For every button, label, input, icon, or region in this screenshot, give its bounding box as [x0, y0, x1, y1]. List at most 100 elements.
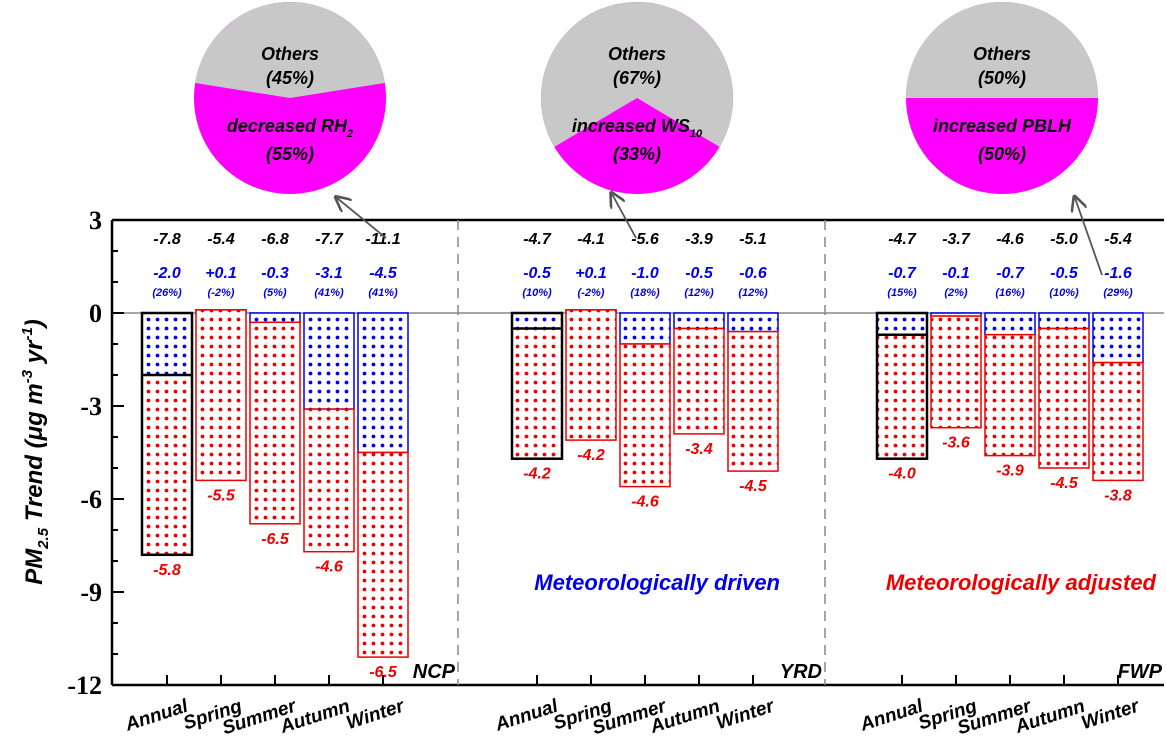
met-adjusted-bar-YRD-Annual	[511, 327, 563, 460]
met-adjusted-label: -3.8	[1104, 487, 1132, 504]
met-adjusted-bar-NCP-Winter	[357, 451, 409, 658]
pie-pct-others: (45%)	[266, 68, 314, 88]
met-driven-pct-label: (2%)	[944, 287, 968, 299]
total-label: -5.1	[739, 231, 767, 248]
met-driven-label: -0.5	[523, 265, 552, 282]
met-driven-bar-YRD-Autumn	[673, 312, 725, 330]
met-adjusted-bar-NCP-Summer	[249, 321, 301, 525]
pie-pointer-arrow	[337, 198, 387, 239]
met-driven-pct-label: (10%)	[1049, 287, 1079, 299]
pie-YRD: Others(67%)increased WS10(33%)	[541, 1, 733, 239]
annual-total-outline-FWP	[875, 311, 929, 460]
met-driven-pct-label: (12%)	[738, 287, 768, 299]
met-driven-label: -0.6	[739, 265, 767, 282]
met-adjusted-label: -3.4	[685, 441, 713, 458]
x-category-label: Winter	[1079, 695, 1143, 734]
met-driven-bar-NCP-Summer	[249, 312, 301, 324]
met-driven-pct-label: (26%)	[152, 287, 182, 299]
met-adjusted-label: -3.6	[942, 435, 970, 452]
y-tick-label: -3	[80, 392, 102, 421]
met-driven-pct-label: (18%)	[630, 287, 660, 299]
bars-layer	[140, 309, 1144, 658]
met-driven-pct-label: (41%)	[314, 287, 344, 299]
y-tick-label: -6	[80, 485, 102, 514]
pie-slice-others	[541, 1, 733, 147]
met-driven-label: -0.7	[888, 265, 917, 282]
pie-pct-others: (67%)	[613, 68, 661, 88]
annual-total-outline-NCP	[140, 311, 194, 557]
region-label-YRD: YRD	[780, 661, 822, 683]
total-label: -4.7	[888, 231, 917, 248]
total-label: -7.8	[153, 231, 181, 248]
met-driven-label: -0.5	[1050, 265, 1079, 282]
met-driven-label: -1.6	[1104, 265, 1132, 282]
met-driven-pct-label: (-2%)	[578, 287, 605, 299]
pie-pointer-arrow	[1075, 198, 1103, 276]
pie-slice-others	[195, 1, 385, 98]
region-label-NCP: NCP	[413, 661, 456, 683]
pie-label-subscript: 10	[690, 128, 703, 140]
met-adjusted-label: -4.6	[631, 494, 659, 511]
total-label: -3.9	[685, 231, 713, 248]
total-label: -3.7	[942, 231, 971, 248]
total-label: -5.4	[1104, 231, 1132, 248]
met-driven-bar-FWP-Autumn	[1038, 312, 1090, 330]
met-driven-pct-label: (29%)	[1103, 287, 1133, 299]
met-adjusted-bar-FWP-Summer	[984, 333, 1036, 457]
y-axis-title: PM2.5 Trend (μg m-3 yr-1)	[19, 319, 52, 585]
met-driven-label: -1.0	[631, 265, 659, 282]
met-adjusted-label: -4.0	[888, 466, 916, 483]
x-category-label: Winter	[344, 695, 408, 734]
met-adjusted-bar-YRD-Winter	[727, 330, 779, 472]
met-driven-bar-NCP-Annual	[141, 312, 193, 376]
met-driven-pct-label: (-2%)	[208, 287, 235, 299]
total-label: -5.6	[631, 231, 659, 248]
met-driven-label: -0.5	[685, 265, 714, 282]
met-driven-pct-label: (10%)	[522, 287, 552, 299]
met-driven-label: -0.7	[996, 265, 1025, 282]
total-label: -5.0	[1050, 231, 1078, 248]
total-label: -7.7	[315, 231, 344, 248]
legend-met-adjusted: Meteorologically adjusted	[886, 570, 1157, 595]
met-driven-label: -4.5	[369, 265, 398, 282]
met-driven-label: -0.3	[261, 265, 289, 282]
pie-label-driver: increased PBLH	[933, 116, 1072, 136]
met-adjusted-label: -3.9	[996, 463, 1024, 480]
met-driven-label: -3.1	[315, 265, 343, 282]
met-adjusted-bar-FWP-Winter	[1092, 361, 1144, 482]
pie-label-others: Others	[261, 44, 319, 64]
pie-label-others: Others	[608, 44, 666, 64]
pie-pct-others: (50%)	[978, 68, 1026, 88]
met-adjusted-label: -4.5	[1050, 475, 1079, 492]
met-driven-pct-label: (15%)	[887, 287, 917, 299]
met-driven-bar-FWP-Winter	[1092, 312, 1144, 364]
y-tick-label: 0	[89, 299, 102, 328]
y-tick-label: 3	[89, 206, 102, 235]
met-driven-bar-YRD-Annual	[511, 312, 563, 330]
y-tick-label: -12	[67, 671, 102, 700]
met-driven-pct-label: (12%)	[684, 287, 714, 299]
met-driven-bar-YRD-Summer	[619, 312, 671, 345]
met-adjusted-label: -5.5	[207, 487, 236, 504]
total-label: -6.8	[261, 231, 289, 248]
region-label-FWP: FWP	[1118, 661, 1163, 683]
met-driven-bar-FWP-Summer	[984, 312, 1036, 336]
met-adjusted-label: -5.8	[153, 562, 181, 579]
met-adjusted-label: -4.6	[315, 559, 343, 576]
y-tick-label: -9	[80, 578, 102, 607]
total-label: -4.6	[996, 231, 1024, 248]
pie-slice-others	[906, 2, 1098, 98]
pie-pct-driver: (50%)	[978, 144, 1026, 164]
met-adjusted-bar-NCP-Annual	[141, 374, 193, 556]
met-adjusted-bar-FWP-Autumn	[1038, 327, 1090, 469]
pie-label-subscript: 2	[346, 128, 353, 140]
met-driven-label: +0.1	[205, 265, 237, 282]
met-driven-label: -0.1	[942, 265, 970, 282]
legend-met-driven: Meteorologically driven	[534, 570, 780, 595]
met-driven-label: +0.1	[575, 265, 607, 282]
annual-total-outline-YRD	[510, 311, 564, 460]
met-adjusted-bar-YRD-Summer	[619, 343, 671, 488]
met-adjusted-bar-FWP-Annual	[876, 333, 928, 460]
total-label: -5.4	[207, 231, 235, 248]
met-adjusted-label: -6.5	[261, 531, 290, 548]
